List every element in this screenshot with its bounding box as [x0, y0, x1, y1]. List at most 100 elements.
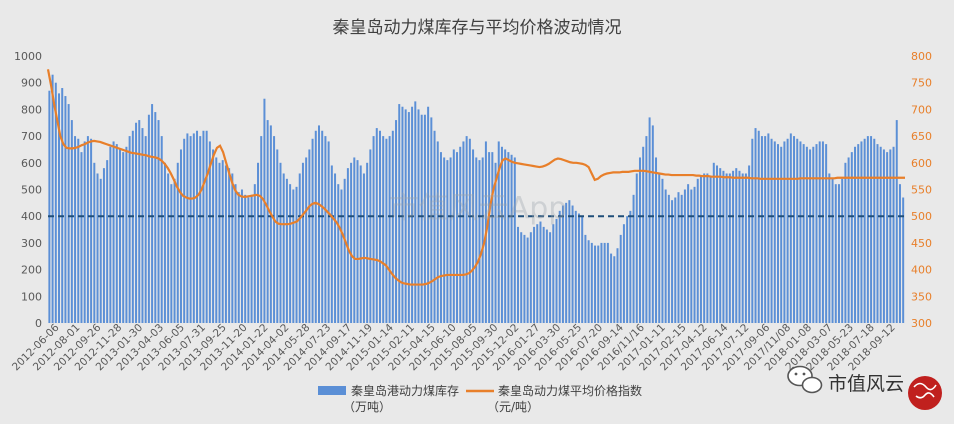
inventory-bar — [783, 141, 786, 323]
inventory-bar — [850, 152, 853, 323]
inventory-bar — [825, 144, 828, 323]
inventory-bar — [240, 189, 243, 323]
inventory-bar — [613, 256, 616, 323]
inventory-bar — [719, 168, 722, 323]
inventory-bar — [141, 128, 144, 323]
inventory-bar — [224, 165, 227, 323]
inventory-bar — [298, 173, 301, 323]
inventory-bar — [459, 146, 462, 323]
inventory-bar — [112, 141, 115, 323]
inventory-bar — [488, 152, 491, 323]
inventory-bar — [196, 130, 199, 323]
inventory-bar — [83, 141, 86, 323]
inventory-bar — [760, 136, 763, 323]
inventory-bar — [80, 152, 83, 323]
inventory-bar — [366, 162, 369, 323]
right-axis-tick-label: 700 — [911, 103, 932, 116]
inventory-bar — [305, 157, 308, 323]
inventory-bar — [809, 149, 812, 323]
inventory-bar — [318, 125, 320, 323]
left-axis-tick-label: 100 — [21, 290, 42, 303]
inventory-bar — [154, 112, 157, 323]
inventory-bar — [882, 149, 885, 323]
right-axis-tick-label: 500 — [911, 210, 932, 223]
right-y-axis: 300 350 400 450 500 550 600 650 700 750 800 — [911, 50, 932, 330]
inventory-bar — [574, 210, 577, 323]
inventory-bar — [58, 93, 60, 323]
inventory-bar — [671, 200, 674, 323]
inventory-bar — [590, 242, 593, 323]
inventory-bar — [571, 205, 574, 323]
inventory-bar — [427, 106, 430, 323]
inventory-bar — [221, 160, 224, 323]
inventory-bar — [735, 168, 738, 323]
left-y-axis: 0 100 200 300 400 500 600 700 800 900 1000 — [14, 50, 42, 330]
inventory-bar — [629, 210, 632, 323]
inventory-bar — [638, 157, 641, 323]
brand-badge: 市值风云 — [787, 365, 942, 410]
inventory-bar — [722, 170, 725, 323]
inventory-bar — [497, 141, 500, 323]
inventory-bar — [74, 136, 77, 323]
inventory-bar — [163, 162, 166, 323]
brand-name: 市值风云 — [828, 373, 904, 395]
inventory-bar — [706, 173, 709, 323]
inventory-bar — [151, 104, 154, 323]
inventory-bar — [411, 106, 414, 323]
left-axis-tick-label: 600 — [21, 157, 42, 170]
inventory-bar — [741, 173, 744, 323]
inventory-bar — [334, 173, 337, 323]
left-axis-tick-label: 0 — [35, 317, 42, 330]
inventory-bar — [796, 138, 799, 323]
inventory-bar — [626, 216, 629, 323]
inventory-bar — [805, 146, 808, 323]
left-axis-tick-label: 700 — [21, 130, 42, 143]
left-axis-tick-label: 300 — [21, 237, 42, 250]
inventory-bar — [282, 173, 285, 323]
inventory-bar — [244, 194, 247, 323]
right-axis-tick-label: 450 — [911, 237, 932, 250]
inventory-bar — [664, 189, 667, 323]
inventory-bar — [192, 133, 195, 323]
inventory-bar — [337, 184, 340, 323]
inventory-bars — [48, 74, 905, 324]
inventory-bar — [542, 226, 545, 323]
inventory-bar — [561, 205, 564, 323]
inventory-bar — [494, 162, 497, 323]
watermark: 市值风云App — [389, 191, 568, 226]
inventory-bar — [879, 146, 882, 323]
inventory-bar — [119, 149, 121, 323]
inventory-bar — [446, 160, 449, 323]
inventory-bar — [651, 125, 654, 323]
inventory-bar — [173, 178, 176, 323]
inventory-bar — [54, 82, 57, 323]
inventory-bar — [398, 104, 401, 323]
right-axis-tick-label: 350 — [911, 290, 932, 303]
inventory-bar — [828, 173, 831, 323]
inventory-bar — [86, 136, 89, 323]
inventory-bar — [382, 136, 385, 323]
inventory-bar — [581, 216, 584, 323]
inventory-bar — [292, 189, 295, 323]
inventory-bar — [176, 162, 179, 323]
inventory-bar — [215, 157, 218, 323]
inventory-bar — [786, 138, 789, 323]
inventory-bar — [523, 234, 526, 323]
inventory-bar — [683, 189, 686, 323]
inventory-bar — [263, 98, 266, 323]
inventory-bar — [844, 162, 847, 323]
inventory-bar — [831, 178, 834, 323]
inventory-bar — [122, 152, 125, 323]
inventory-bar — [709, 176, 712, 323]
inventory-bar — [433, 130, 436, 323]
inventory-bar — [67, 104, 70, 323]
inventory-bar — [725, 173, 728, 323]
inventory-bar — [667, 194, 670, 323]
inventory-bar — [234, 184, 237, 323]
price-index-line — [46, 69, 905, 286]
inventory-bar — [507, 152, 510, 323]
inventory-bar — [703, 173, 706, 323]
inventory-bar — [526, 237, 529, 323]
inventory-bar — [311, 138, 314, 323]
